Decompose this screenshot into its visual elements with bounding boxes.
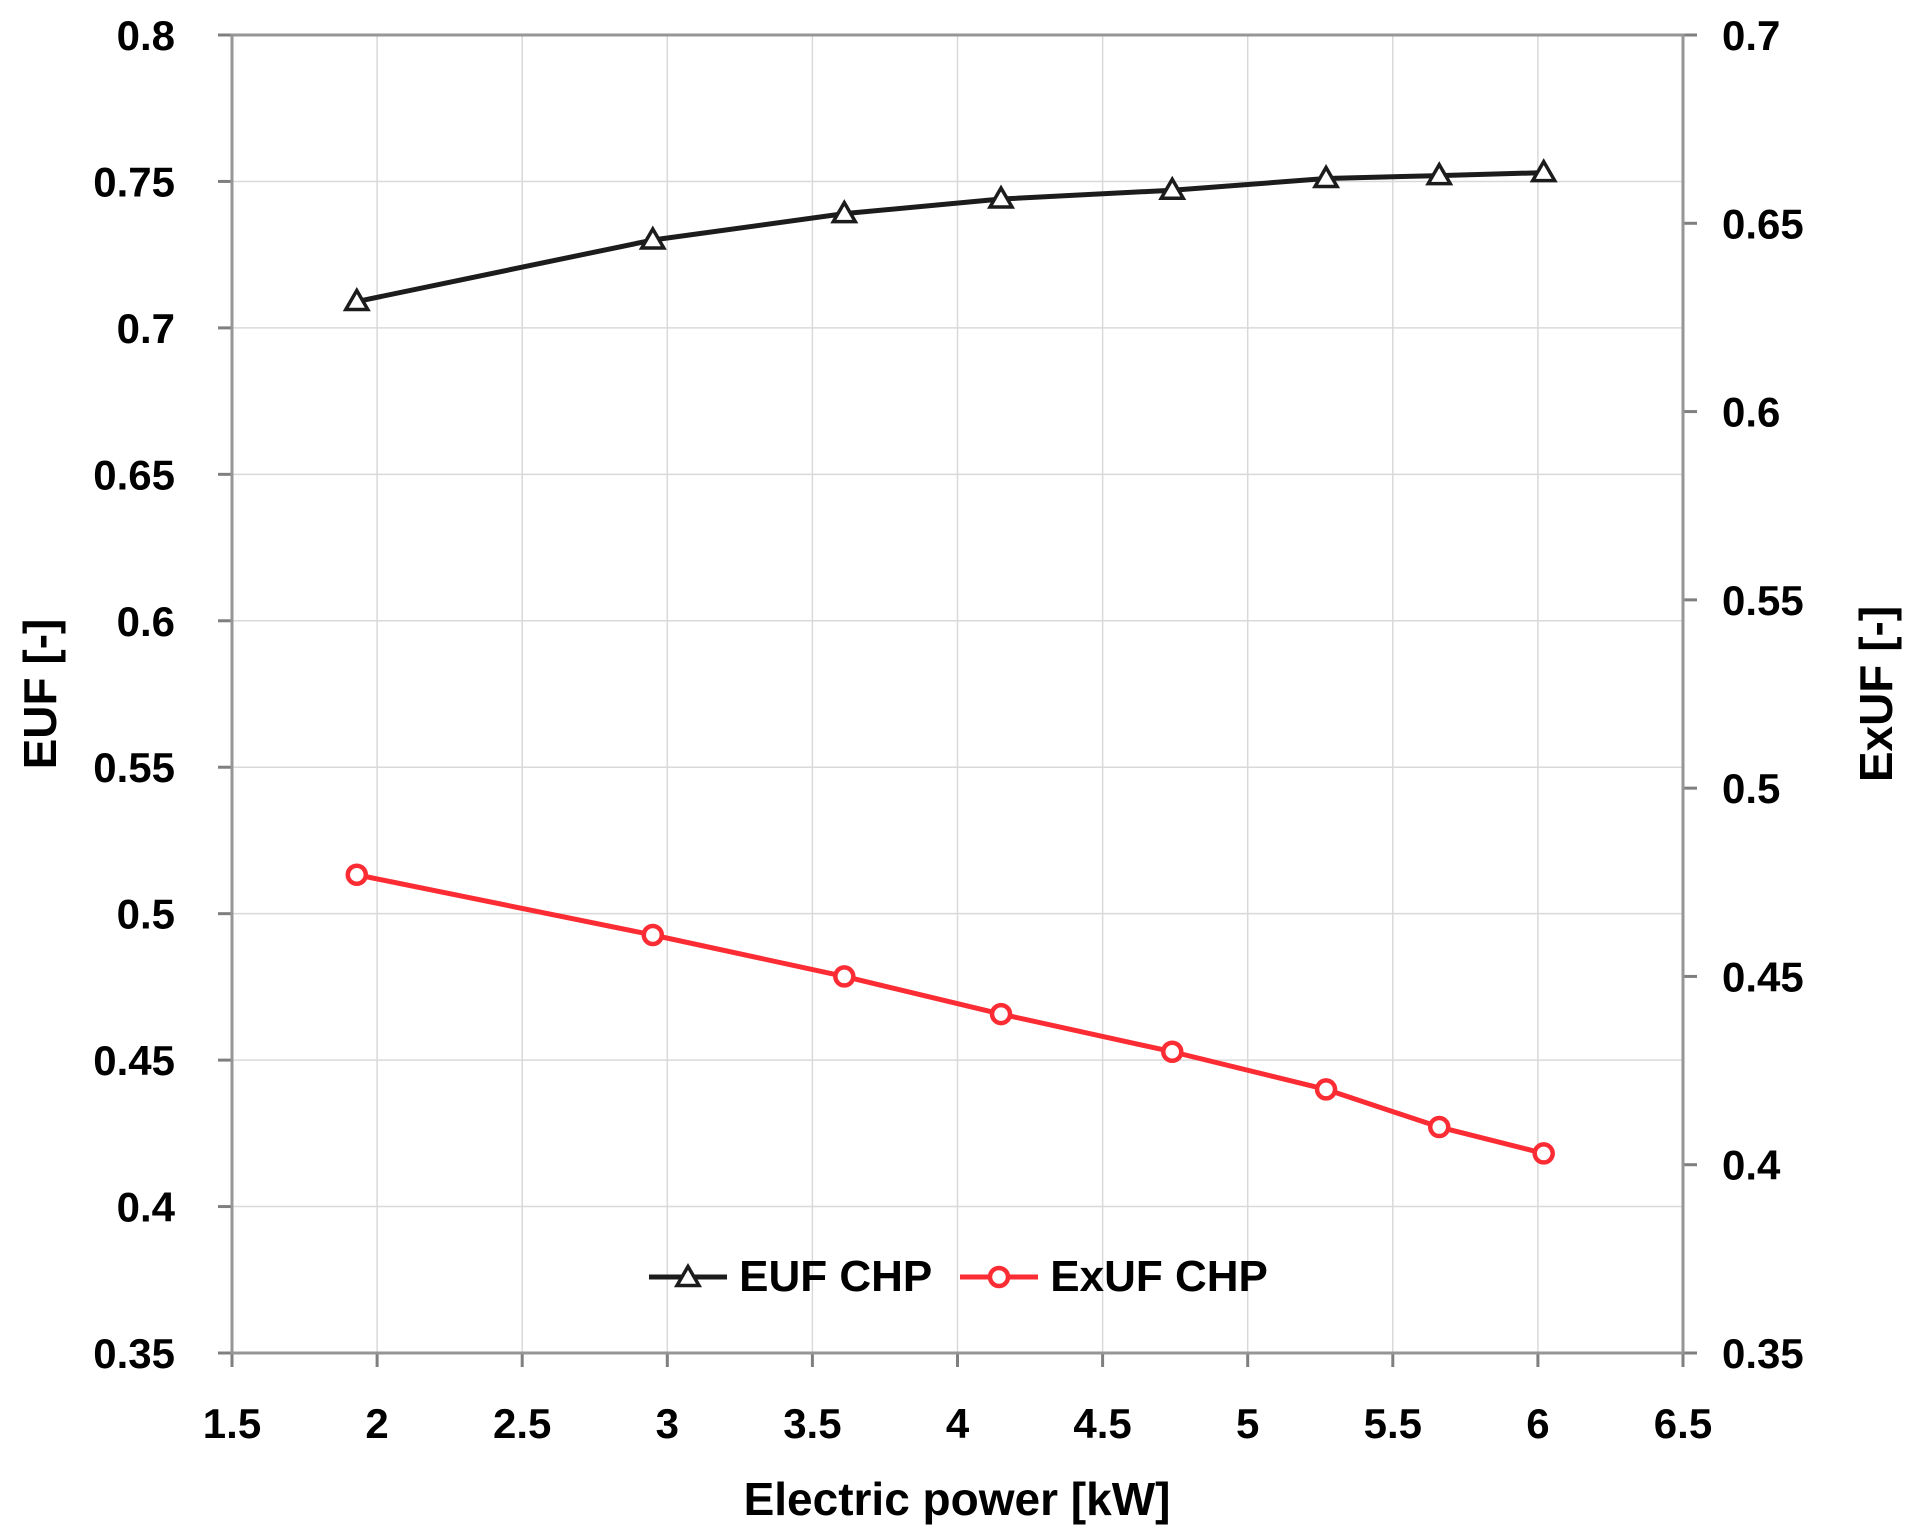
tick-label-x: 5 <box>1236 1400 1259 1447</box>
tick-label-x: 5.5 <box>1364 1400 1422 1447</box>
marker-exuf-chp <box>1427 1115 1451 1139</box>
tick-label-y-left: 0.8 <box>117 12 175 59</box>
marker-exuf-chp <box>1532 1142 1555 1165</box>
marker-euf-chp <box>1425 161 1454 186</box>
legend-label-euf-chp: EUF CHP <box>739 1252 933 1301</box>
tick-label-x: 4.5 <box>1073 1400 1131 1447</box>
tick-label-x: 6.5 <box>1654 1400 1712 1447</box>
tick-label-y-left: 0.75 <box>93 158 175 205</box>
legend: EUF CHP ExUF CHP <box>232 1252 1683 1302</box>
legend-item-exuf-chp: ExUF CHP <box>958 1252 1268 1302</box>
tick-label-x: 6 <box>1526 1400 1549 1447</box>
tick-label-y-right: 0.6 <box>1722 389 1780 436</box>
tick-label-y-left: 0.6 <box>117 598 175 645</box>
legend-euf-marker-icon <box>649 1263 728 1288</box>
y-axis-right-title: ExUF [-] <box>1850 605 1902 783</box>
marker-euf-chp <box>638 225 667 250</box>
tick-label-y-left: 0.65 <box>93 451 175 498</box>
legend-item-euf-chp: EUF CHP <box>647 1252 932 1302</box>
tick-label-y-right: 0.65 <box>1722 200 1804 247</box>
plot-frame <box>230 33 1685 1355</box>
marker-euf-chp <box>1529 158 1558 183</box>
tick-label-y-left: 0.45 <box>93 1037 175 1084</box>
tick-label-x: 2.5 <box>493 1400 551 1447</box>
tick-label-y-right: 0.35 <box>1722 1330 1804 1377</box>
legend-exuf-marker-icon <box>960 1265 1039 1289</box>
marker-exuf-chp <box>1160 1040 1184 1063</box>
tick-label-x: 1.5 <box>203 1400 261 1447</box>
series-line-euf-chp <box>356 170 1544 304</box>
tick-label-y-right: 0.7 <box>1722 12 1780 59</box>
tick-label-y-right: 0.45 <box>1722 953 1804 1000</box>
y-axis-left-title: EUF [-] <box>14 618 66 770</box>
marker-exuf-chp <box>345 863 369 887</box>
marker-exuf-chp <box>989 1002 1013 1026</box>
marker-exuf-chp <box>1314 1078 1338 1101</box>
tick-label-y-left: 0.4 <box>117 1184 176 1231</box>
tick-label-y-left: 0.5 <box>117 891 175 938</box>
tick-label-y-left: 0.55 <box>93 744 175 791</box>
marker-euf-chp <box>986 184 1016 209</box>
marker-euf-chp <box>1158 175 1187 200</box>
series-line-exuf-chp <box>356 872 1545 1156</box>
tick-label-x: 3.5 <box>783 1400 841 1447</box>
tick-label-x: 2 <box>365 1400 388 1447</box>
marker-euf-chp <box>1312 164 1341 189</box>
tick-label-y-right: 0.4 <box>1722 1142 1781 1189</box>
tick-label-y-left: 0.7 <box>117 305 175 352</box>
marker-euf-chp <box>830 199 859 224</box>
marker-exuf-chp <box>833 965 856 988</box>
marker-euf-chp <box>342 287 371 312</box>
legend-label-exuf-chp: ExUF CHP <box>1050 1252 1268 1301</box>
tick-label-y-left: 0.35 <box>93 1330 175 1377</box>
tick-label-x: 4 <box>946 1400 970 1447</box>
x-axis-title: Electric power [kW] <box>743 1473 1171 1525</box>
tick-label-y-right: 0.55 <box>1722 577 1804 624</box>
marker-exuf-chp <box>641 923 665 947</box>
tick-label-y-right: 0.5 <box>1722 765 1780 812</box>
tick-label-x: 3 <box>656 1400 679 1447</box>
